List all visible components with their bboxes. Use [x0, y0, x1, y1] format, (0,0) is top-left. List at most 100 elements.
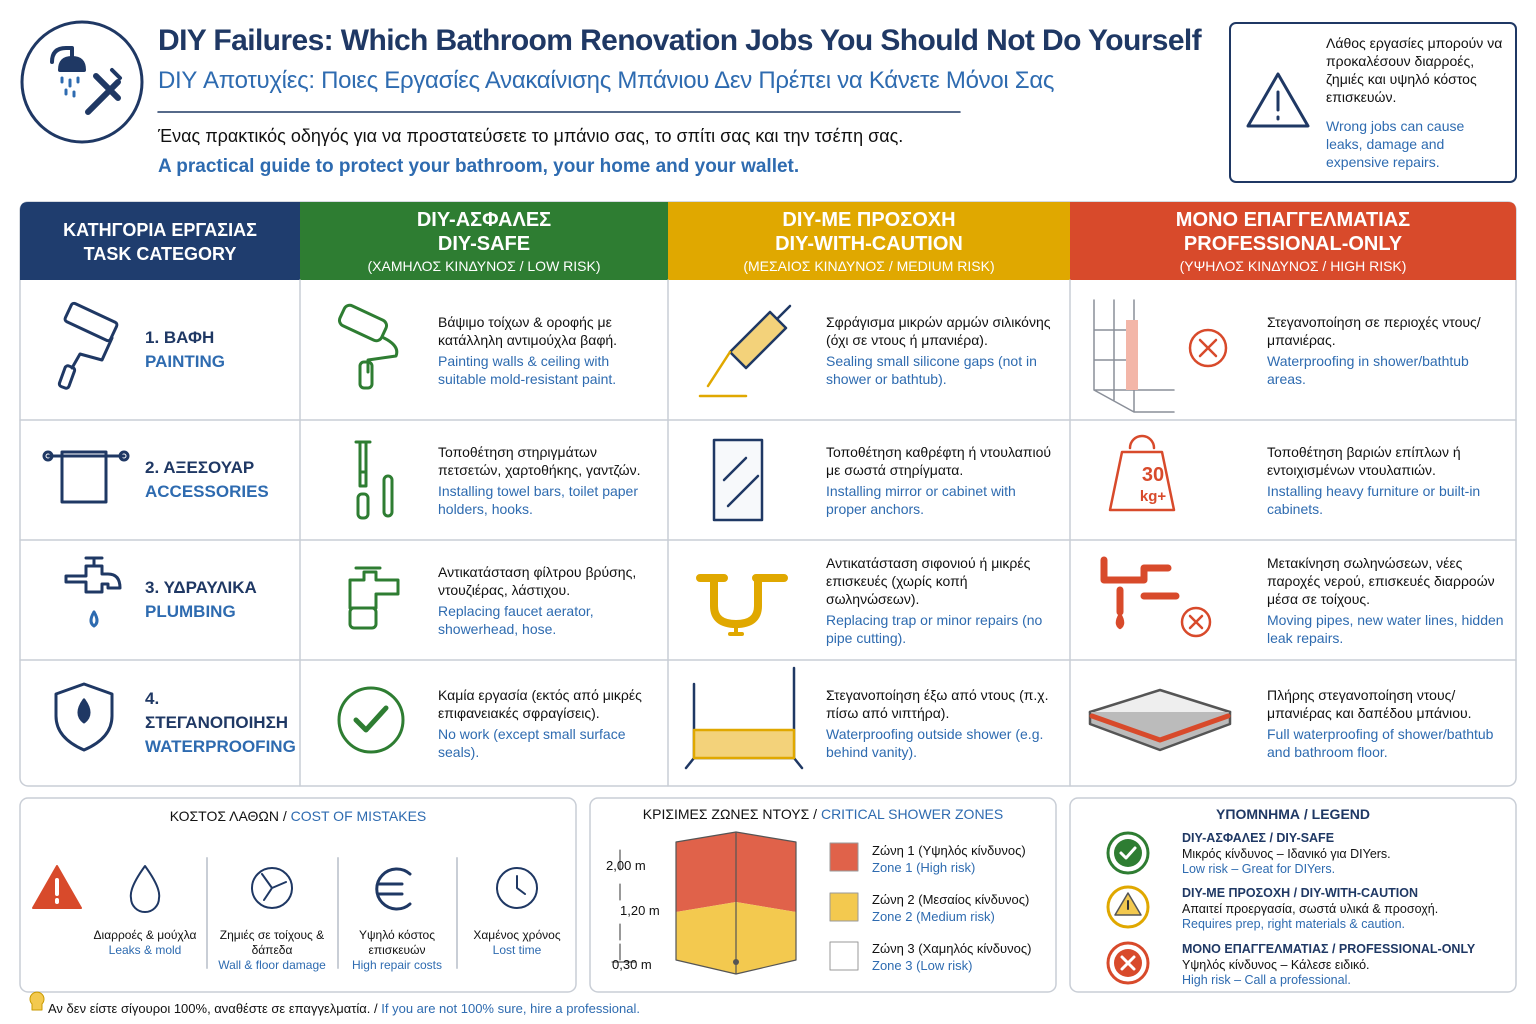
header-cell: DIY-ΑΣΦΑΛΕΣ DIY-SAFE (ΧΑΜΗΛΟΣ ΚΙΝΔΥΝΟΣ / L…	[300, 208, 668, 276]
task-english: Moving pipes, new water lines, hidden le…	[1267, 611, 1504, 646]
legend-greek: Μικρός κίνδυνος – Ιδανικό για DIYers.	[1182, 846, 1391, 861]
cost-greek: Ζημιές σε τοίχους & δάπεδα	[219, 928, 325, 957]
legend-name: DIY-ΑΣΦΑΛΕΣ / DIY-SAFE	[1182, 831, 1335, 845]
task-greek: Στεγανοποίηση έξω από ντους (π.χ. πίσω α…	[826, 686, 1049, 721]
task-cell: Αντικατάσταση σιφονιού ή μικρές επισκευέ…	[826, 548, 1060, 652]
task-english: Installing mirror or cabinet with proper…	[826, 482, 1016, 517]
logo-icon	[50, 46, 122, 115]
legend-name: DIY-ΜΕ ΠΡΟΣΟΧΗ / DIY-WITH-CAUTION	[1182, 886, 1418, 900]
zone-item: Ζώνη 3 (Χαμηλός κίνδυνος) Zone 3 (Low ris…	[872, 940, 1031, 974]
title-greek: ΚΟΣΤΟΣ ΛΑΘΩΝ /	[169, 808, 287, 824]
task-greek: Τοποθέτηση βαριών επίπλων ή εντοιχισμένω…	[1267, 443, 1461, 478]
task-english: Painting walls & ceiling with suitable m…	[438, 352, 617, 387]
cost-item: Υψηλό κόστος επισκευών High repair costs	[335, 928, 459, 973]
legend-english: Requires prep, right materials & caution…	[1182, 917, 1406, 931]
task-english: Replacing trap or minor repairs (no pipe…	[826, 611, 1043, 646]
header-greek: ΚΑΤΗΓΟΡΙΑ ΕΡΓΑΣΙΑΣ	[63, 220, 257, 240]
footer-english: If you are not 100% sure, hire a profess…	[381, 1001, 640, 1016]
zone-english: Zone 1 (High risk)	[872, 860, 976, 875]
cost-greek: Διαρροές & μούχλα	[93, 928, 197, 942]
pro-icons	[1088, 299, 1232, 752]
weight-value: 30	[1141, 464, 1165, 486]
task-greek: Μετακίνηση σωληνώσεων, νέες παροχές νερο…	[1267, 554, 1495, 607]
category-english: PAINTING	[145, 352, 225, 371]
zones-panel	[589, 797, 1057, 993]
title-greek: DIY Αποτυχίες: Ποιες Εργασίες Ανακαίνιση…	[158, 67, 1055, 94]
legend-english: Low risk – Great for DIYers.	[1182, 862, 1336, 876]
legend-english: High risk – Call a professional.	[1182, 973, 1351, 987]
category-english: PLUMBING	[145, 602, 236, 621]
task-greek: Αντικατάσταση φίλτρου βρύσης, ντουζιέρας…	[438, 563, 637, 598]
task-greek: Πλήρης στεγανοποίηση ντους/μπανιέρας και…	[1267, 686, 1472, 721]
task-english: Installing heavy furniture or built-in c…	[1267, 482, 1481, 517]
cost-english: High repair costs	[351, 958, 443, 972]
task-greek: Τοποθέτηση στηριγμάτων πετσετών, χαρτοθή…	[438, 443, 641, 478]
warning-box	[1229, 22, 1517, 183]
category-greek: 4. ΣΤΕΓΑΝΟΠΟΙΗΣΗ	[145, 689, 289, 732]
header-risk: (ΥΨΗΛΟΣ ΚΙΝΔΥΝΟΣ / HIGH RISK)	[1179, 258, 1407, 274]
category-greek: 2. ΑΞΕΣΟΥΑΡ	[145, 458, 255, 477]
task-cell: Πλήρης στεγανοποίηση ντους/μπανιέρας και…	[1267, 668, 1507, 778]
zone-item: Ζώνη 2 (Μεσαίος κίνδυνος) Zone 2 (Medium …	[872, 891, 1029, 925]
weight-label: 30 kg+	[1123, 464, 1183, 508]
task-english: Waterproofing outside shower (e.g. behin…	[826, 725, 1044, 760]
legend-item: DIY-ΜΕ ΠΡΟΣΟΧΗ / DIY-WITH-CAUTION Απαιτεί…	[1182, 886, 1438, 933]
legend-panel	[1069, 797, 1517, 993]
title-english: COST OF MISTAKES	[290, 808, 427, 824]
zone-english: Zone 3 (Low risk)	[872, 958, 973, 973]
cost-english: Lost time	[492, 943, 542, 957]
legend-icons	[1106, 831, 1150, 985]
header-greek: ΜΟΝΟ ΕΠΑΓΓΕΛΜΑΤΙΑΣ	[1175, 209, 1411, 231]
title-english: CRITICAL SHOWER ZONES	[820, 806, 1004, 822]
category: 1. ΒΑΦΗ PAINTING	[145, 280, 300, 420]
task-cell: Μετακίνηση σωληνώσεων, νέες παροχές νερο…	[1267, 548, 1507, 652]
cost-item: Χαμένος χρόνος Lost time	[455, 928, 579, 958]
cost-icons	[32, 857, 538, 969]
task-greek: Σφράγισμα μικρών αρμών σιλικόνης (όχι σε…	[826, 313, 1051, 348]
category-greek: 1. ΒΑΦΗ	[145, 328, 215, 347]
height-label: 0,30 m	[612, 957, 652, 972]
cost-greek: Υψηλό κόστος επισκευών	[358, 928, 436, 957]
header-cell: ΚΑΤΗΓΟΡΙΑ ΕΡΓΑΣΙΑΣ TASK CATEGORY	[20, 218, 300, 266]
header-english: DIY-SAFE	[437, 233, 531, 255]
task-greek: Τοποθέτηση καθρέφτη ή ντουλαπιού με σωστ…	[826, 443, 1052, 478]
header-english: PROFESSIONAL-ONLY	[1183, 233, 1403, 255]
warning-text: Wrong jobs can cause leaks, damage and e…	[1326, 118, 1465, 170]
task-cell: Τοποθέτηση βαριών επίπλων ή εντοιχισμένω…	[1267, 428, 1507, 532]
height-label: 1,20 m	[620, 903, 660, 918]
cost-english: Wall & floor damage	[218, 958, 326, 972]
legend-title: ΥΠΟΜΝΗΜΑ / LEGEND	[1216, 806, 1370, 822]
header-greek: DIY-ΑΣΦΑΛΕΣ	[416, 209, 552, 231]
warning-greek: Λάθος εργασίες μπορούν να προκαλέσουν δι…	[1326, 35, 1503, 105]
header-risk: (ΧΑΜΗΛΟΣ ΚΙΝΔΥΝΟΣ / LOW RISK)	[367, 258, 601, 274]
task-cell: Σφράγισμα μικρών αρμών σιλικόνης (όχι σε…	[826, 288, 1060, 412]
task-english: Installing towel bars, toilet paper hold…	[438, 482, 638, 517]
zones-title: ΚΡΙΣΙΜΕΣ ΖΩΝΕΣ ΝΤΟΥΣ / CRITICAL SHOWER Z…	[590, 806, 1056, 824]
category: 3. ΥΔΡΑΥΛΙΚΑ PLUMBING	[145, 540, 300, 660]
task-cell: Τοποθέτηση καθρέφτη ή ντουλαπιού με σωστ…	[826, 428, 1060, 532]
category: 2. ΑΞΕΣΟΥΑΡ ACCESSORIES	[145, 420, 300, 540]
task-greek: Βάψιμο τοίχων & οροφής με κατάλληλη αντι…	[438, 313, 618, 348]
legend-name: ΜΟΝΟ ΕΠΑΓΓΕΛΜΑΤΙΑΣ / PROFESSIONAL-ONLY	[1182, 942, 1476, 956]
header-bg	[668, 202, 1070, 280]
task-cell: Αντικατάσταση φίλτρου βρύσης, ντουζιέρας…	[438, 548, 660, 652]
zone-english: Zone 2 (Medium risk)	[872, 909, 995, 924]
cost-greek: Χαμένος χρόνος	[473, 928, 561, 942]
header-bg	[1070, 202, 1516, 280]
zone-greek: Ζώνη 3 (Χαμηλός κίνδυνος)	[872, 941, 1032, 956]
header-risk: (ΜΕΣΑΙΟΣ ΚΙΝΔΥΝΟΣ / MEDIUM RISK)	[743, 258, 995, 274]
task-english: Full waterproofing of shower/bathtub and…	[1267, 725, 1494, 760]
subtitle: A practical guide to protect your bathro…	[158, 156, 800, 177]
category: 4. ΣΤΕΓΑΝΟΠΟΙΗΣΗ WATERPROOFING	[145, 660, 300, 786]
header-bg	[20, 202, 300, 280]
footer: Αν δεν είστε σίγουροι 100%, αναθέστε σε …	[48, 1001, 640, 1017]
task-greek: Αντικατάσταση σιφονιού ή μικρές επισκευέ…	[826, 554, 1031, 607]
height-label: 2,00 m	[606, 858, 646, 873]
footer-greek: Αν δεν είστε σίγουροι 100%, αναθέστε σε …	[48, 1001, 378, 1016]
cost-english: Leaks & mold	[108, 943, 182, 957]
legend-greek: Υψηλός κίνδυνος – Κάλεσε ειδικό.	[1182, 957, 1370, 972]
header-cell: ΜΟΝΟ ΕΠΑΓΓΕΛΜΑΤΙΑΣ PROFESSIONAL-ONLY (ΥΨΗΛ…	[1070, 208, 1516, 276]
task-english: No work (except small surface seals).	[438, 725, 626, 760]
